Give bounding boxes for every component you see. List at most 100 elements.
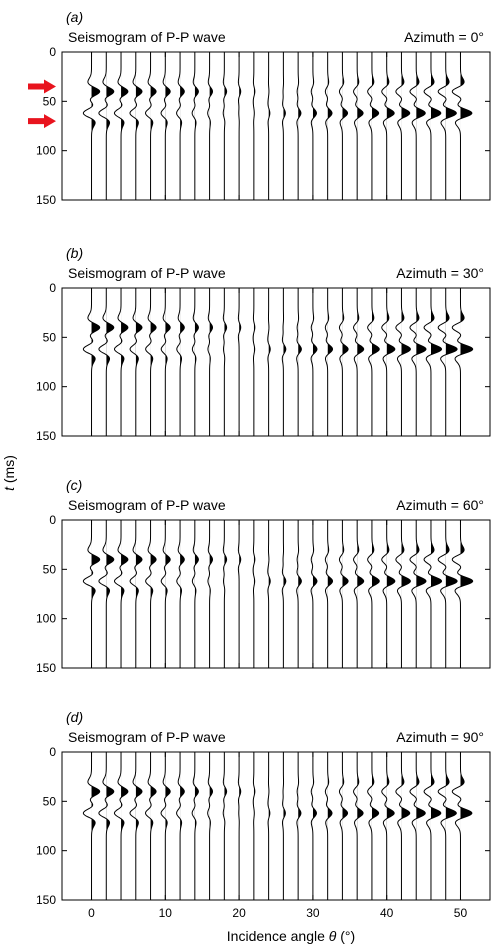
trace-fill	[357, 766, 364, 819]
trace-wiggle	[113, 288, 129, 436]
trace-wiggle	[338, 288, 349, 436]
axes-frame	[61, 751, 491, 901]
trace-wiggle	[338, 752, 349, 900]
trace-fill	[357, 302, 364, 355]
trace-fill	[416, 52, 426, 200]
trace-wiggle	[367, 52, 380, 200]
trace-wiggle	[324, 752, 333, 900]
trace-wiggle	[451, 288, 474, 436]
trace-fill	[371, 66, 379, 119]
trace-wiggle	[310, 288, 318, 436]
trace-wiggle	[207, 752, 214, 900]
trace-wiggle	[98, 752, 115, 900]
trace-wiggle	[381, 752, 395, 900]
trace-wiggle	[395, 752, 411, 900]
panel-title: Seismogram of P-P wave	[68, 729, 226, 745]
trace-wiggle	[381, 520, 396, 668]
azimuth-annotation: Azimuth = 30°	[396, 265, 484, 281]
trace-wiggle	[191, 520, 199, 668]
trace-wiggle	[145, 520, 157, 668]
y-tick-label: 50	[43, 794, 57, 808]
trace-wiggle	[451, 52, 473, 200]
trace-fill	[460, 532, 473, 587]
panel-label: (c)	[66, 477, 82, 493]
trace-fill	[121, 785, 128, 842]
trace-wiggle	[191, 752, 199, 900]
x-tick-label: 30	[306, 906, 320, 920]
trace-wiggle	[252, 520, 256, 668]
right-arrow-icon	[28, 79, 56, 94]
trace-wiggle	[310, 52, 317, 200]
trace-wiggle	[113, 52, 129, 200]
trace-fill	[91, 520, 100, 668]
trace-fill	[194, 520, 199, 668]
trace-wiggle	[176, 520, 185, 668]
trace-wiggle	[353, 520, 365, 668]
trace-wiggle	[381, 52, 395, 200]
trace-wiggle	[381, 288, 396, 436]
y-tick-label: 0	[49, 513, 56, 527]
trace-fill	[371, 766, 379, 819]
trace-fill	[416, 288, 426, 436]
y-tick-label: 150	[36, 429, 56, 443]
trace-wiggle	[191, 52, 199, 200]
trace-wiggle	[395, 52, 411, 200]
trace-wiggle	[281, 52, 286, 200]
trace-wiggle	[129, 52, 143, 200]
trace-wiggle	[176, 52, 185, 200]
trace-wiggle	[367, 520, 380, 668]
azimuth-annotation: Azimuth = 90°	[396, 729, 484, 745]
trace-wiggle	[129, 520, 143, 668]
trace-fill	[445, 764, 457, 819]
trace-wiggle	[252, 752, 256, 900]
axes-frame	[61, 519, 491, 669]
trace-fill	[268, 785, 270, 819]
y-tick-label: 150	[36, 193, 56, 207]
trace-fill	[194, 52, 199, 200]
y-tick-label: 0	[49, 45, 56, 59]
trace-wiggle	[395, 520, 411, 668]
y-tick-label: 0	[49, 281, 56, 295]
panel-title: Seismogram of P-P wave	[68, 29, 226, 45]
trace-fill	[239, 321, 241, 334]
axes-frame	[61, 51, 491, 201]
panel-label: (b)	[66, 245, 83, 261]
trace-wiggle	[267, 520, 271, 668]
trace-wiggle	[267, 52, 271, 200]
trace-wiggle	[423, 520, 443, 668]
trace-fill	[106, 288, 114, 436]
y-tick-label: 100	[36, 612, 56, 626]
trace-wiggle	[437, 52, 457, 200]
trace-wiggle	[267, 288, 271, 436]
trace-fill	[445, 64, 457, 119]
trace-wiggle	[324, 52, 333, 200]
y-axis-label: t (ms)	[1, 455, 17, 491]
trace-wiggle	[145, 288, 157, 436]
y-tick-label: 100	[36, 144, 56, 158]
trace-wiggle	[129, 288, 143, 436]
trace-wiggle	[281, 288, 287, 436]
trace-fill	[371, 534, 380, 587]
trace-fill	[91, 752, 100, 900]
trace-fill	[106, 520, 114, 668]
y-tick-label: 150	[36, 661, 56, 675]
trace-fill	[239, 553, 241, 566]
trace-wiggle	[160, 288, 171, 436]
trace-fill	[106, 52, 114, 200]
trace-fill	[194, 752, 199, 900]
trace-wiggle	[237, 52, 242, 200]
trace-wiggle	[82, 520, 101, 668]
trace-wiggle	[296, 752, 302, 900]
trace-wiggle	[367, 752, 380, 900]
trace-fill	[430, 288, 442, 436]
trace-wiggle	[395, 288, 411, 436]
y-tick-label: 150	[36, 893, 56, 907]
trace-fill	[180, 52, 185, 200]
trace-fill	[180, 288, 185, 436]
panel-title: Seismogram of P-P wave	[68, 265, 226, 281]
trace-fill	[121, 321, 128, 378]
panel-label: (a)	[66, 9, 83, 25]
trace-fill	[460, 300, 473, 355]
trace-wiggle	[353, 52, 364, 200]
trace-wiggle	[237, 752, 242, 900]
